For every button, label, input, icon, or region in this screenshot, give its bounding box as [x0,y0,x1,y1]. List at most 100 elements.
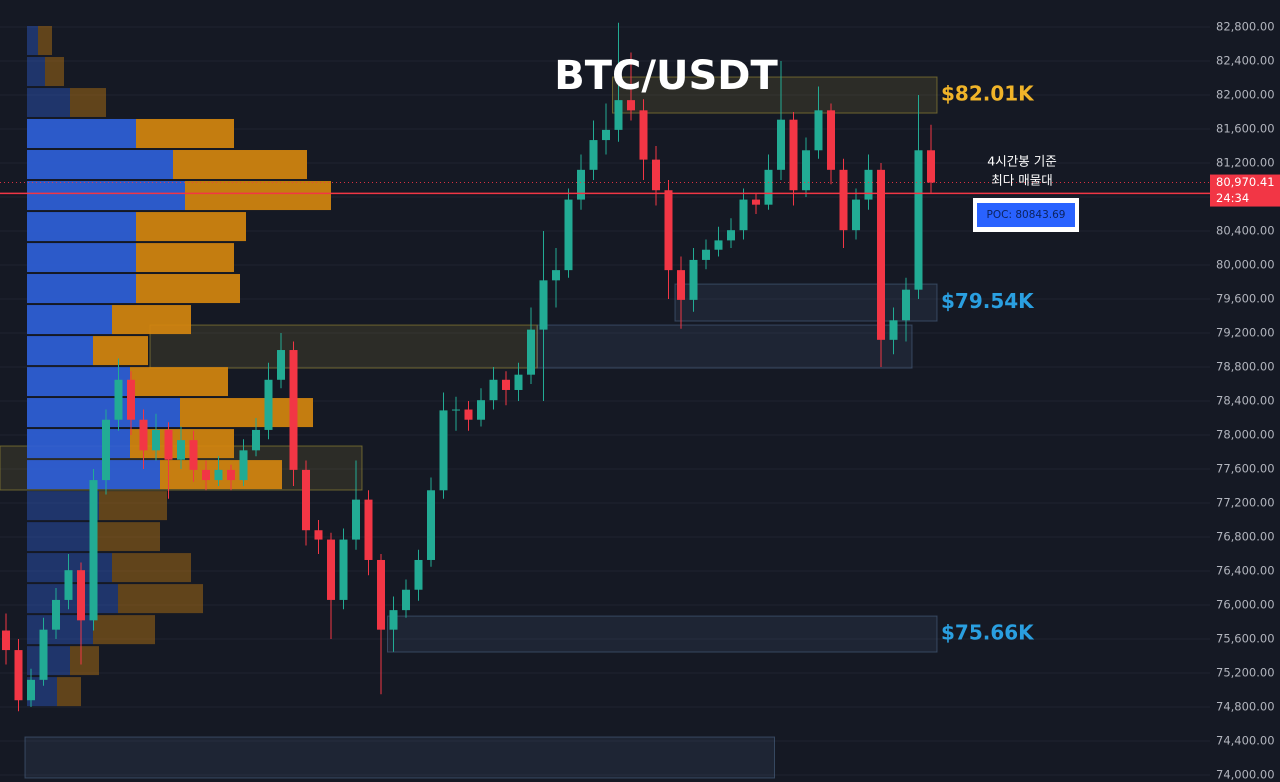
chart-title: BTC/USDT [554,53,778,99]
candle-body [252,429,260,451]
profile-buy [27,491,99,521]
candle-body [527,329,535,375]
candle-body [552,270,560,281]
zone [537,324,913,369]
y-tick-label: 81,600.00 [1216,122,1275,136]
candle-body [264,379,273,430]
candle-body [677,270,685,300]
candle-body [464,409,473,420]
profile-buy [27,150,173,180]
candle-body [639,110,648,160]
profile-buy [27,88,70,117]
candle-body [39,629,48,680]
candle-body [327,539,335,600]
y-tick-label: 78,400.00 [1216,394,1275,408]
y-tick-label: 78,800.00 [1216,360,1275,374]
candle-body [427,490,435,560]
countdown: 24:34 [1216,191,1249,205]
candle-body [902,289,910,321]
y-tick-label: 74,800.00 [1216,700,1275,714]
y-tick-label: 75,200.00 [1216,666,1275,680]
profile-sell [173,150,307,180]
zone-label: $75.66K [941,621,1035,645]
candle-body [289,350,298,470]
candle-body [514,374,523,390]
candle-body [577,169,585,200]
profile-buy [27,25,38,56]
zone [24,736,775,779]
candle-body [339,539,348,600]
profile-sell [93,615,155,645]
candle-body [914,150,923,290]
y-tick-label: 76,400.00 [1216,564,1275,578]
candle-body [802,150,810,191]
profile-buy [27,57,45,87]
profile-sell [136,118,234,149]
candle-body [414,559,423,590]
poc-box-inner [977,203,1075,227]
candle-body [352,499,360,540]
profile-buy [27,336,93,366]
candle-body [164,429,173,460]
candle-body [314,530,323,540]
y-tick-label: 80,000.00 [1216,258,1275,272]
candle-body [564,199,573,271]
candle-body [102,419,110,481]
candle-body [452,409,460,411]
y-tick-label: 77,200.00 [1216,496,1275,510]
y-tick-label: 76,800.00 [1216,530,1275,544]
candle-body [302,469,310,531]
candle-body [752,199,760,205]
profile-sell [70,646,99,676]
candle-body [52,599,60,630]
zone [149,324,538,369]
profile-buy [27,646,70,676]
candle-body [377,559,385,630]
price-label-box [1210,174,1280,207]
profile-sell [97,522,160,552]
candle-body [139,419,148,451]
annotation: 최다 매물대 [991,173,1052,188]
candle-body [439,410,448,491]
candle-body [614,100,623,130]
candle-body [152,429,160,451]
profile-sell [136,243,234,273]
candle-body [127,379,135,420]
candle-body [14,650,23,701]
profile-sell [45,57,64,87]
profile-sell [93,336,148,366]
profile-sell [38,25,52,56]
profile-buy [27,118,136,149]
candle-body [714,240,723,250]
y-tick-label: 79,600.00 [1216,292,1275,306]
candle-body [27,679,35,701]
y-tick-label: 76,000.00 [1216,598,1275,612]
profile-buy [27,429,130,459]
profile-sell [118,584,203,614]
candle-body [602,129,610,141]
profile-buy [27,367,130,397]
zone-label: $82.01K [941,82,1035,106]
candle-body [89,480,98,621]
candle-body [239,450,248,481]
candle-body [2,630,10,651]
candle-body [652,159,660,191]
candle-body [502,379,510,390]
candle-body [402,589,410,611]
profile-sell [99,491,167,521]
profile-buy [27,274,136,304]
profile-sell [112,553,191,583]
candle-body [827,110,835,170]
candle-body [689,259,698,300]
y-tick-label: 80,400.00 [1216,224,1275,238]
candle-body [214,469,223,481]
candle-body [64,570,73,600]
candle-body [477,400,485,420]
candle-body [489,379,498,401]
poc-label: POC: 80843.69 [987,209,1066,221]
candle-body [389,610,398,630]
y-tick-label: 79,200.00 [1216,326,1275,340]
candle-body [727,230,735,241]
profile-sell [70,88,106,117]
profile-buy [27,181,185,211]
